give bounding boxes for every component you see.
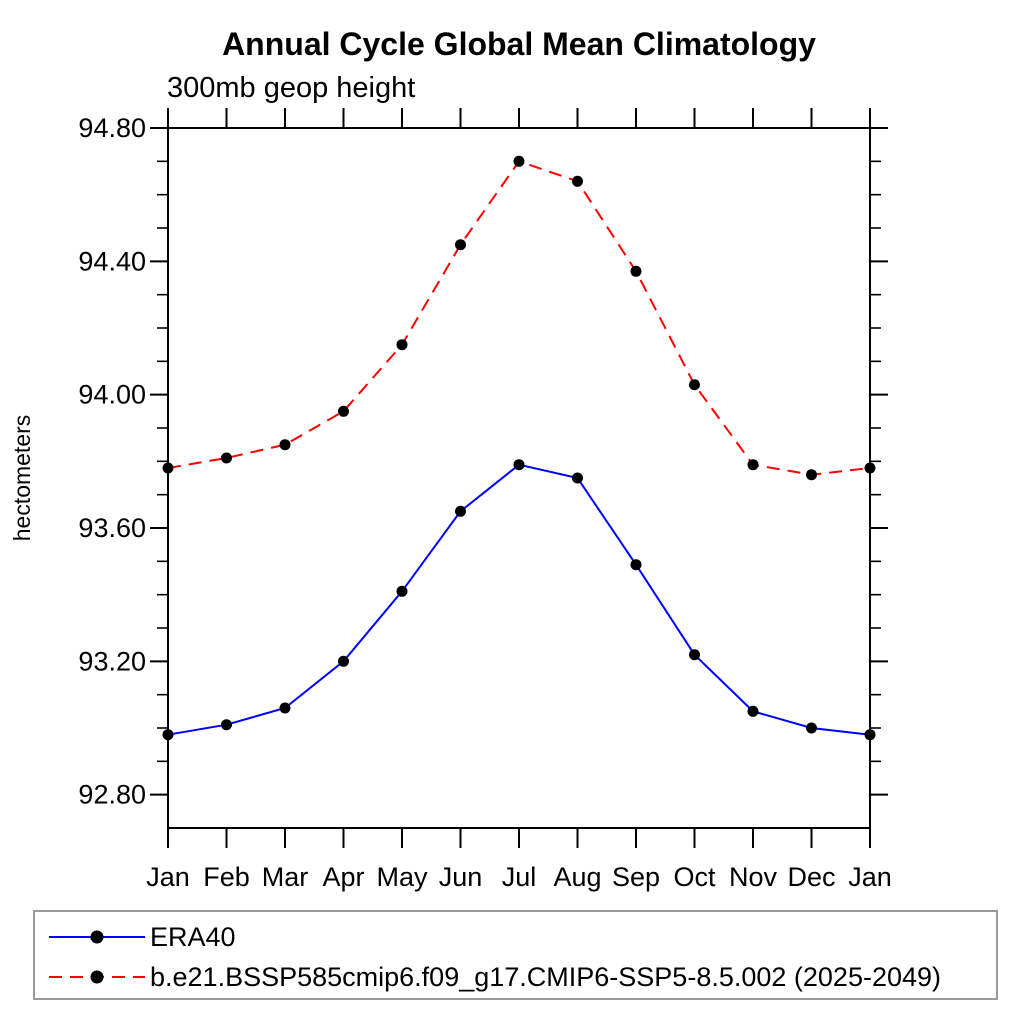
x-tick-labels: Jan Feb Mar Apr May Jun Jul Aug Sep Oct Nov Dec Jan	[146, 862, 892, 892]
y-tick-label: 94.00	[78, 380, 146, 410]
legend-sample-dashed-line	[49, 970, 145, 984]
x-tick-label: Aug	[553, 862, 601, 892]
y-tick-labels: 92.80 93.20 93.60 94.00 94.40 94.80	[78, 113, 146, 810]
data-point-model-may	[396, 339, 408, 351]
data-point-era40-nov	[747, 705, 759, 717]
chart-subtitle: 300mb geop height	[167, 72, 416, 104]
data-point-model-jan	[162, 462, 174, 474]
data-point-model-jan	[864, 462, 876, 474]
chart-title: Annual Cycle Global Mean Climatology	[222, 26, 816, 62]
x-tick-label: Mar	[262, 862, 309, 892]
data-point-model-oct	[689, 379, 700, 391]
data-point-era40-jun	[455, 505, 466, 517]
y-tick-label: 92.80	[78, 780, 146, 810]
y-tick-label: 94.40	[78, 246, 146, 276]
data-point-model-jul	[513, 155, 525, 167]
legend-marker-dot	[90, 930, 104, 944]
legend-label-era40: ERA40	[150, 921, 236, 952]
legend-label-model: b.e21.BSSP585cmip6.f09_g17.CMIP6-SSP5-8.…	[150, 961, 942, 992]
x-tick-label: Apr	[322, 862, 364, 892]
axis-ticks	[150, 108, 888, 848]
x-tick-label: Jan	[848, 862, 892, 892]
data-point-model-dec	[806, 469, 817, 481]
legend-item-era40: ERA40	[35, 917, 996, 957]
data-point-model-aug	[572, 175, 583, 187]
x-tick-label: Feb	[203, 862, 250, 892]
y-tick-label: 94.80	[78, 113, 146, 143]
legend-marker-dot	[90, 970, 104, 984]
data-point-era40-dec	[806, 722, 817, 734]
data-point-era40-oct	[689, 649, 700, 661]
legend-item-model: b.e21.BSSP585cmip6.f09_g17.CMIP6-SSP5-8.…	[35, 957, 996, 997]
y-tick-label: 93.20	[78, 646, 146, 676]
legend-sample-solid-line	[49, 930, 145, 944]
data-point-era40-may	[396, 585, 408, 597]
data-point-model-sep	[630, 265, 642, 277]
x-tick-label: Oct	[673, 862, 716, 892]
x-tick-label: Jun	[439, 862, 483, 892]
data-point-model-feb	[221, 452, 232, 464]
data-point-era40-jan	[162, 729, 174, 741]
data-point-era40-sep	[630, 559, 642, 571]
data-point-era40-apr	[338, 655, 349, 667]
legend-box: ERA40 b.e21.BSSP585cmip6.f09_g17.CMIP6-S…	[33, 910, 998, 1000]
data-point-era40-jul	[513, 459, 525, 471]
series-line-era40	[167, 463, 871, 736]
plot-frame	[167, 127, 871, 829]
data-point-model-mar	[279, 439, 291, 451]
x-tick-label: Sep	[612, 862, 660, 892]
y-tick-label: 93.60	[78, 513, 146, 543]
data-point-era40-mar	[279, 702, 291, 714]
data-point-model-apr	[338, 405, 349, 417]
x-tick-label: May	[376, 862, 428, 892]
plot-border	[167, 127, 871, 829]
x-tick-label: Dec	[787, 862, 835, 892]
y-axis-title: hectometers	[9, 415, 35, 542]
x-tick-label: Nov	[729, 862, 778, 892]
data-point-model-nov	[747, 459, 759, 471]
data-point-era40-feb	[221, 719, 232, 731]
data-point-era40-aug	[572, 472, 583, 484]
x-tick-label: Jan	[146, 862, 190, 892]
data-series	[162, 155, 876, 741]
x-tick-label: Jul	[502, 862, 537, 892]
data-point-model-jun	[455, 239, 466, 251]
data-point-era40-jan	[864, 729, 876, 741]
series-line-model	[167, 160, 871, 476]
